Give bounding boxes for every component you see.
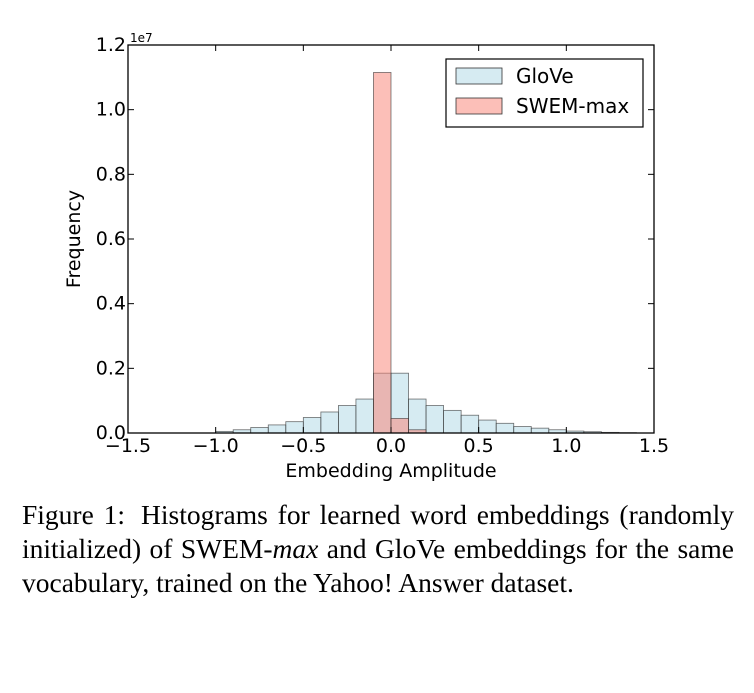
x-tick-label: −1.0 <box>193 435 239 457</box>
glove-bar <box>320 411 339 434</box>
y-axis-multiplier: 1e7 <box>130 31 153 45</box>
glove-bar <box>478 419 497 434</box>
x-axis-label: Embedding Amplitude <box>285 460 496 482</box>
y-tick-label: 0.6 <box>96 228 126 250</box>
caption-text-before: Histograms for learned word embeddings (… <box>22 499 734 564</box>
x-tick-label: −1.5 <box>105 435 151 457</box>
glove-bar <box>425 405 445 434</box>
x-tick-label: −0.5 <box>280 435 326 457</box>
y-axis-label: Frequency <box>63 190 85 288</box>
glove-bar <box>302 417 322 434</box>
caption-label: Figure 1: <box>22 499 126 530</box>
glove-bar <box>443 409 462 434</box>
y-tick-label: 1.2 <box>96 34 126 56</box>
glove-bar <box>285 421 304 434</box>
caption-text-after: and GloVe embeddings for the same vocabu… <box>22 533 734 598</box>
swem-max-bar <box>390 418 409 434</box>
glove-bar <box>337 405 357 434</box>
glove-bar <box>267 424 287 434</box>
glove-bar <box>530 427 550 434</box>
swem-max-bars <box>373 72 427 434</box>
glove-bar <box>355 398 374 434</box>
x-tick-label: 0.0 <box>376 435 406 457</box>
glove-bars <box>215 372 637 434</box>
glove-bar <box>250 427 269 434</box>
legend-label-glove: GloVe <box>516 64 574 88</box>
histogram-chart: −1.5 −1.0 −0.5 0.0 0.5 1.0 1.5 0.0 0.2 0.4 0.6 0.8… <box>63 31 669 482</box>
legend-swatch-glove <box>455 67 503 85</box>
x-tick-label: 1.0 <box>551 435 581 457</box>
x-tick-labels: −1.5 −1.0 −0.5 0.0 0.5 1.0 1.5 <box>105 435 669 457</box>
caption-emphasis: max <box>272 533 319 564</box>
legend: GloVe SWEM-max <box>445 58 644 128</box>
x-tick-label: 1.5 <box>639 435 669 457</box>
y-tick-labels: 0.0 0.2 0.4 0.6 0.8 1.0 1.2 <box>96 34 126 444</box>
legend-label-swem-max: SWEM-max <box>516 94 629 118</box>
x-tick-label: 0.5 <box>464 435 494 457</box>
figure-caption: Figure 1: Histograms for learned word emb… <box>22 498 734 600</box>
legend-swatch-swem-max <box>455 97 503 115</box>
glove-bar <box>408 398 427 434</box>
swem-max-bar <box>373 72 392 434</box>
y-tick-label: 1.0 <box>96 99 126 121</box>
glove-bar <box>460 414 480 434</box>
glove-bar <box>495 422 515 434</box>
axis-ticks <box>127 44 655 434</box>
y-tick-label: 0.2 <box>96 357 126 379</box>
y-tick-label: 0.4 <box>96 293 126 315</box>
y-tick-label: 0.0 <box>96 422 126 444</box>
y-tick-label: 0.8 <box>96 163 126 185</box>
glove-bar <box>513 426 532 434</box>
